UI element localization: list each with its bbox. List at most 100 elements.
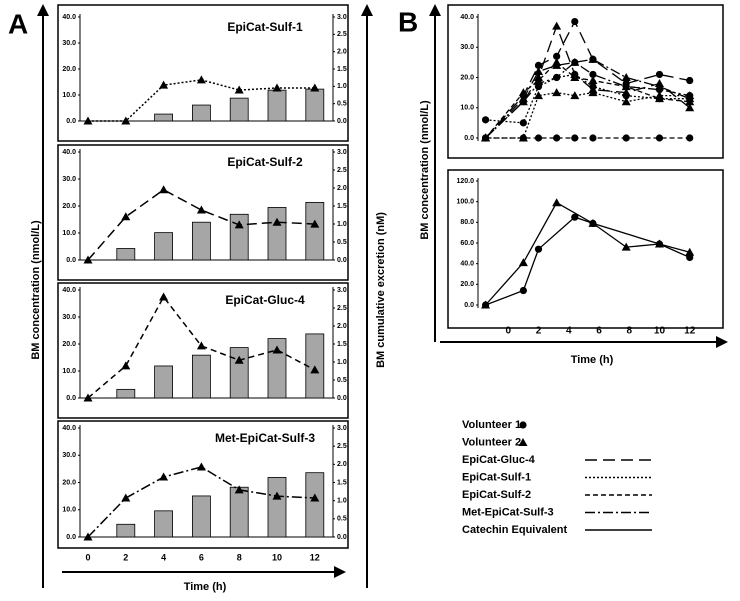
marker: [685, 94, 695, 103]
chart-title: EpiCat-Sulf-1: [227, 20, 303, 34]
bar: [267, 89, 287, 122]
bar: [229, 486, 249, 538]
x-tick-label: 8: [237, 552, 242, 562]
bar: [267, 207, 287, 261]
x-tick-label: 4: [161, 552, 166, 562]
tick-label: 0.0: [66, 395, 76, 402]
marker: [272, 491, 282, 500]
bar: [305, 201, 325, 261]
chart-frame: [57, 282, 349, 419]
marker: [83, 532, 93, 541]
marker: [621, 73, 631, 81]
marker: [571, 213, 579, 221]
x-tick-label: 2: [123, 552, 128, 562]
tick-label: 30.0: [62, 452, 76, 459]
x-tick-label: 10: [654, 326, 666, 337]
tick-label: 0.0: [66, 118, 76, 125]
marker: [310, 219, 320, 228]
tick-label: 2.5: [337, 305, 347, 312]
marker: [272, 83, 282, 92]
tick-label: 20.0: [62, 341, 76, 348]
tick-label: 1.0: [337, 359, 347, 366]
bar: [229, 347, 249, 399]
line: [485, 61, 690, 139]
marker: [655, 134, 664, 142]
marker: [552, 198, 562, 207]
marker: [588, 218, 598, 227]
tick-label: 20.0: [460, 74, 474, 81]
marker: [518, 438, 528, 446]
x-tick-label: 8: [626, 326, 632, 337]
tick-label: 40.0: [62, 14, 76, 21]
x-tick-label: 0: [505, 326, 511, 337]
tick-label: 2.5: [337, 167, 347, 174]
tick-label: 1.5: [337, 341, 347, 348]
marker: [121, 361, 131, 370]
tick-label: 0.5: [337, 101, 347, 108]
tick-label: 0.0: [464, 135, 474, 142]
tick-label: 0.5: [337, 516, 347, 523]
bar: [305, 88, 325, 122]
y-axis-label: BM concentration (nmol/L): [30, 220, 42, 360]
marker: [534, 61, 543, 69]
tick-label: 0.0: [66, 257, 76, 264]
marker: [685, 247, 695, 256]
tick-label: 3.0: [337, 287, 347, 294]
tick-label: 3.0: [337, 149, 347, 156]
tick-label: 60.0: [460, 240, 474, 247]
marker: [686, 134, 694, 142]
bar: [154, 232, 174, 261]
marker: [553, 134, 561, 142]
marker: [310, 493, 320, 502]
tick-label: 0.0: [337, 118, 347, 125]
tick-label: 40.0: [460, 14, 474, 21]
marker: [234, 485, 244, 494]
marker: [272, 217, 282, 226]
marker: [272, 345, 282, 354]
marker: [588, 88, 598, 97]
tick-label: 80.0: [460, 219, 474, 226]
tick-label: 0.0: [337, 534, 347, 541]
tick-label: 10.0: [62, 92, 76, 99]
marker: [553, 52, 561, 60]
bar: [229, 97, 249, 122]
tick-label: 3.0: [337, 14, 347, 21]
tick-label: 10.0: [62, 230, 76, 237]
bar: [154, 113, 174, 122]
marker: [552, 88, 562, 97]
tick-label: 1.5: [337, 66, 347, 73]
marker: [685, 103, 695, 112]
bar: [116, 248, 136, 261]
panel-label: A: [8, 8, 28, 39]
legend-label: EpiCat-Gluc-4: [462, 454, 536, 466]
marker: [588, 54, 598, 63]
y2-axis-label: BM cumulative excretion (nM): [375, 212, 387, 368]
marker: [533, 91, 543, 100]
tick-label: 20.0: [62, 203, 76, 210]
marker: [553, 73, 561, 82]
bar: [267, 477, 287, 538]
marker: [481, 116, 490, 124]
marker: [589, 134, 597, 142]
chart-frame: [447, 4, 724, 159]
tick-label: 40.0: [62, 425, 76, 432]
marker: [121, 212, 131, 221]
bar: [191, 354, 211, 399]
marker: [588, 76, 598, 85]
line: [485, 201, 690, 306]
tick-label: 0.0: [337, 257, 347, 264]
marker: [621, 82, 631, 91]
marker: [519, 421, 527, 429]
marker: [570, 91, 580, 100]
x-axis-label: Time (h): [571, 354, 614, 366]
bar: [191, 104, 211, 122]
marker: [570, 73, 580, 81]
tick-label: 2.5: [337, 31, 347, 38]
chart-title: Met-EpiCat-Sulf-3: [215, 431, 315, 445]
chart-frame: [57, 144, 349, 281]
marker: [310, 365, 320, 374]
tick-label: 2.0: [337, 185, 347, 192]
chart-frame: [57, 420, 349, 549]
tick-label: 20.0: [62, 479, 76, 486]
